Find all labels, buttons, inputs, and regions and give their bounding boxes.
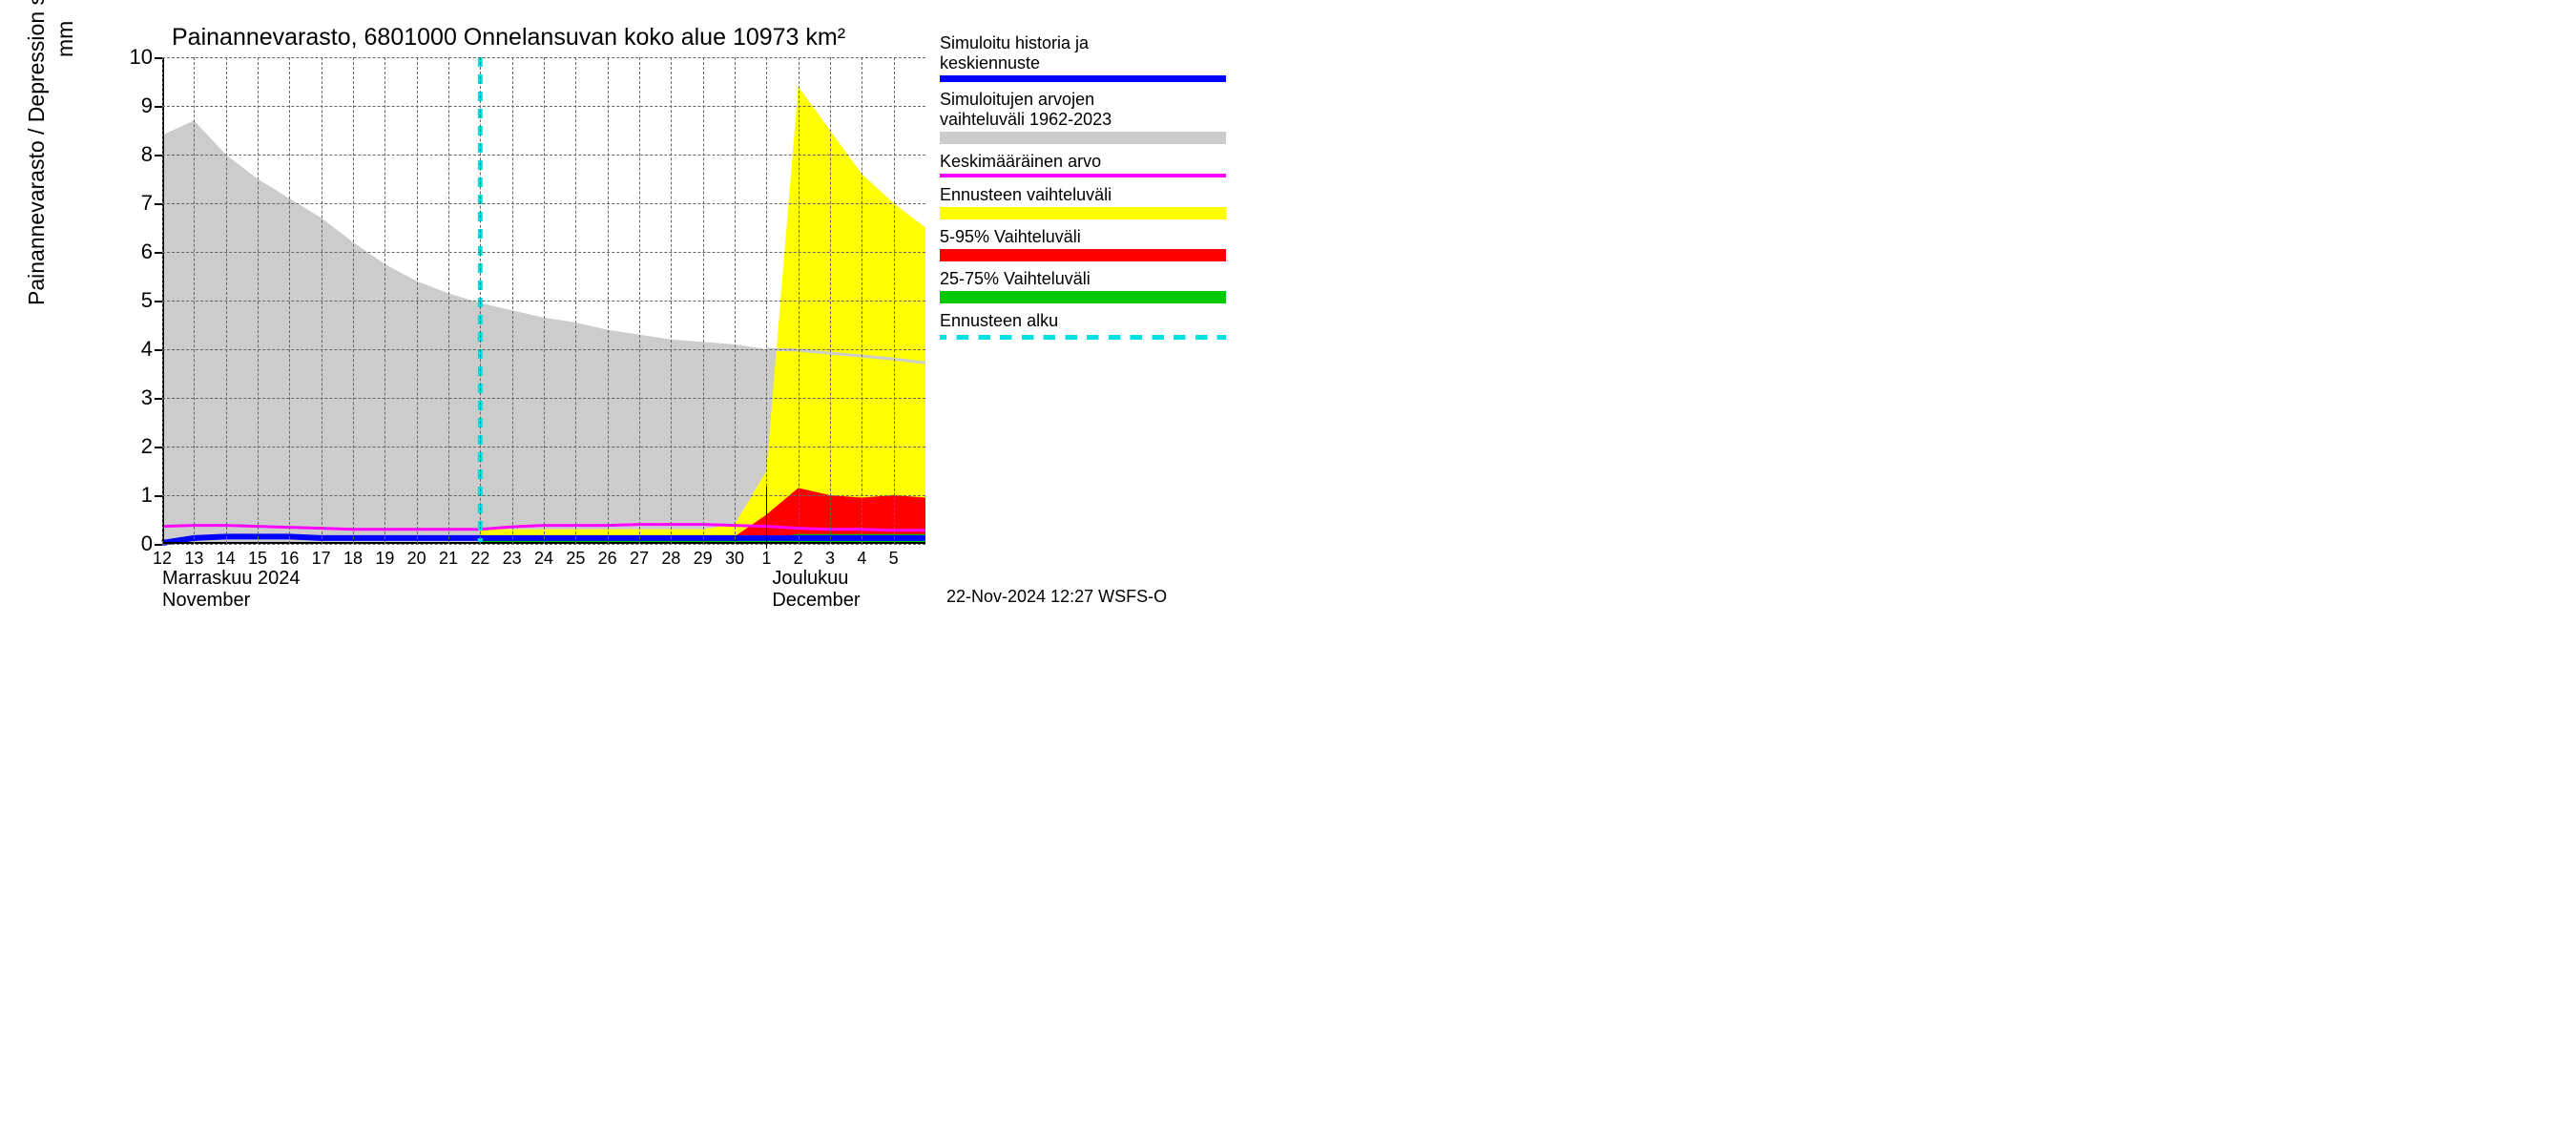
x-tick-label: 19	[375, 549, 394, 569]
x-tick-label: 28	[661, 549, 680, 569]
y-tick-label: 8	[105, 142, 153, 167]
grid-line-v	[417, 57, 418, 544]
grid-line-v	[830, 57, 831, 544]
month1-label-fi: Marraskuu 2024	[162, 568, 301, 590]
y-tick-label: 9	[105, 94, 153, 118]
legend-swatch	[940, 132, 1226, 144]
grid-line-v	[894, 57, 895, 544]
y-tick-label: 6	[105, 239, 153, 264]
grid-line-v	[766, 57, 767, 544]
grid-line-v	[353, 57, 354, 544]
x-tick-label: 14	[217, 549, 236, 569]
x-tick-label: 24	[534, 549, 553, 569]
grid-line-v	[194, 57, 195, 544]
x-tick-label: 12	[153, 549, 172, 569]
chart-container: Painannevarasto, 6801000 Onnelansuvan ko…	[0, 0, 1431, 636]
legend-text: Simuloitujen arvojen	[940, 90, 1236, 110]
x-tick-label: 26	[598, 549, 617, 569]
y-tick-label: 5	[105, 288, 153, 313]
legend-text: 5-95% Vaihteluväli	[940, 227, 1236, 247]
x-tick-label: 18	[343, 549, 363, 569]
legend-item: Keskimääräinen arvo	[940, 152, 1236, 184]
legend: Simuloitu historia jakeskiennusteSimuloi…	[940, 33, 1236, 347]
grid-line-h	[162, 544, 925, 545]
month1-label-en: November	[162, 590, 250, 612]
y-tick-label: 3	[105, 385, 153, 410]
legend-item: Simuloitu historia jakeskiennuste	[940, 33, 1236, 88]
x-tick-label: 20	[407, 549, 426, 569]
month2-label-fi: Joulukuu	[772, 568, 848, 590]
legend-text: Ennusteen vaihteluväli	[940, 185, 1236, 205]
timestamp-label: 22-Nov-2024 12:27 WSFS-O	[946, 587, 1167, 607]
legend-text: 25-75% Vaihteluväli	[940, 269, 1236, 289]
x-tick-label: 21	[439, 549, 458, 569]
y-tick-label: 2	[105, 434, 153, 459]
x-tick-label: 1	[761, 549, 771, 569]
legend-item: Ennusteen alku	[940, 311, 1236, 346]
grid-line-v	[544, 57, 545, 544]
grid-line-v	[703, 57, 704, 544]
grid-line-v	[575, 57, 576, 544]
x-tick-label: 13	[184, 549, 203, 569]
legend-item: 25-75% Vaihteluväli	[940, 269, 1236, 309]
x-tick-label: 16	[280, 549, 299, 569]
grid-line-v	[162, 57, 163, 544]
grid-line-v	[258, 57, 259, 544]
y-tick-label: 1	[105, 483, 153, 508]
legend-swatch	[940, 207, 1226, 219]
grid-line-v	[639, 57, 640, 544]
legend-text: Simuloitu historia ja	[940, 33, 1236, 53]
x-tick-label: 3	[825, 549, 835, 569]
x-tick-label: 27	[630, 549, 649, 569]
x-tick-label: 25	[566, 549, 585, 569]
x-tick-label: 30	[725, 549, 744, 569]
month2-label-en: December	[772, 590, 860, 612]
legend-item: 5-95% Vaihteluväli	[940, 227, 1236, 267]
legend-text: vaihteluväli 1962-2023	[940, 110, 1236, 130]
x-tick-label: 22	[470, 549, 489, 569]
x-tick-label: 4	[857, 549, 866, 569]
x-tick-label: 17	[312, 549, 331, 569]
y-tick-label: 4	[105, 337, 153, 362]
y-axis-label: Painannevarasto / Depression storage	[24, 0, 50, 305]
grid-line-v	[480, 57, 481, 544]
grid-line-v	[448, 57, 449, 544]
grid-line-v	[289, 57, 290, 544]
grid-line-v	[384, 57, 385, 544]
x-tick-label: 5	[889, 549, 899, 569]
legend-text: Keskimääräinen arvo	[940, 152, 1236, 172]
x-tick-label: 23	[503, 549, 522, 569]
legend-text: keskiennuste	[940, 53, 1236, 73]
grid-line-v	[799, 57, 800, 544]
legend-swatch	[940, 75, 1226, 82]
legend-swatch	[940, 291, 1226, 303]
month-divider	[766, 487, 767, 549]
legend-item: Ennusteen vaihteluväli	[940, 185, 1236, 225]
grid-line-v	[512, 57, 513, 544]
grid-line-v	[608, 57, 609, 544]
legend-item: Simuloitujen arvojenvaihteluväli 1962-20…	[940, 90, 1236, 149]
x-tick-label: 29	[694, 549, 713, 569]
legend-text: Ennusteen alku	[940, 311, 1236, 331]
x-tick-label: 2	[794, 549, 803, 569]
plot-area	[162, 57, 925, 544]
x-tick-label: 15	[248, 549, 267, 569]
grid-line-v	[735, 57, 736, 544]
grid-line-v	[226, 57, 227, 544]
y-tick-label: 10	[105, 45, 153, 70]
y-unit-label: mm	[52, 21, 78, 57]
chart-title: Painannevarasto, 6801000 Onnelansuvan ko…	[172, 24, 845, 52]
grid-line-v	[671, 57, 672, 544]
legend-swatch	[940, 249, 1226, 261]
y-tick-label: 7	[105, 191, 153, 216]
y-tick-label: 0	[105, 531, 153, 556]
